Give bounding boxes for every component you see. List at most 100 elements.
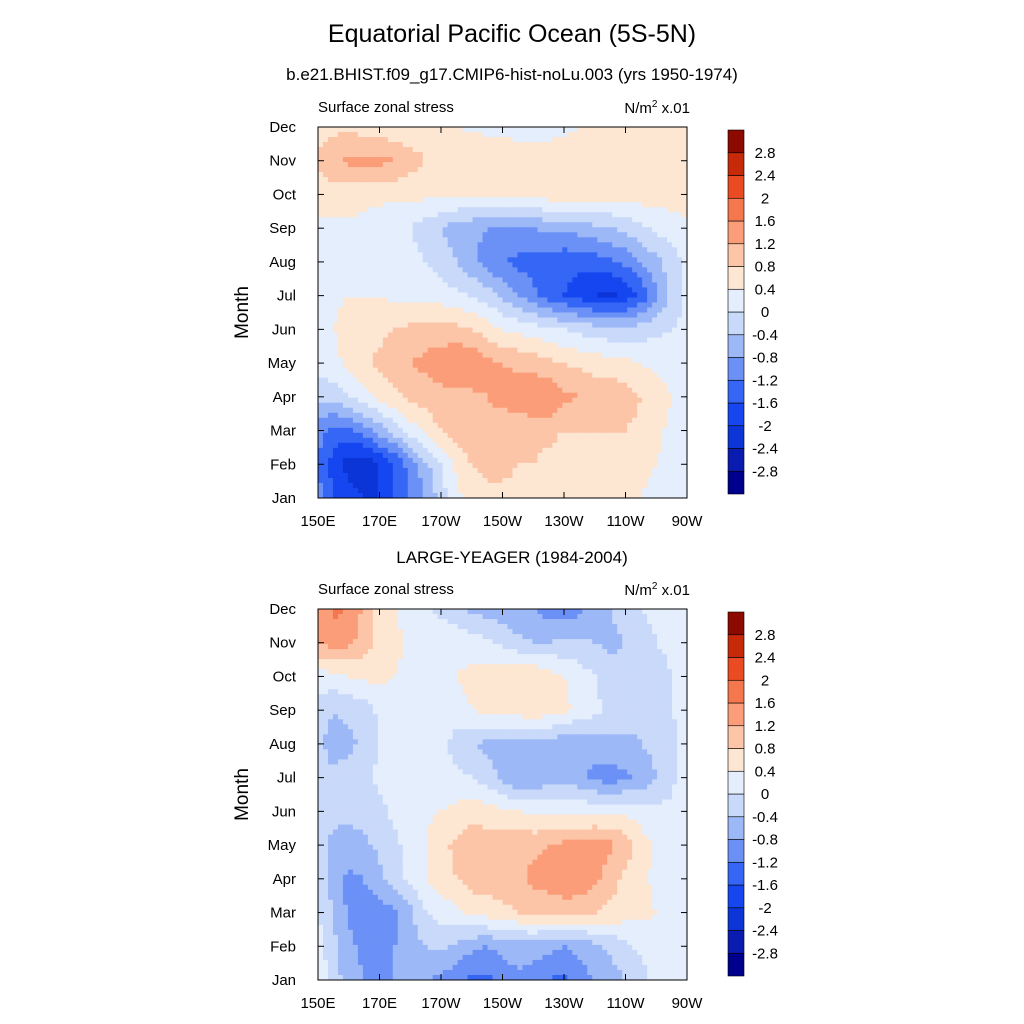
heatmap-cell [657,132,663,138]
heatmap-cell [357,167,364,173]
heatmap-cell [527,132,534,138]
heatmap-cell [547,447,553,454]
heatmap-cell [387,352,394,359]
heatmap-cell [552,307,558,314]
heatmap-cell [347,377,354,384]
heatmap-cell [447,182,454,188]
heatmap-cell [632,352,638,359]
heatmap-cell [512,257,519,263]
heatmap-cell [537,182,543,188]
heatmap-cell [387,307,394,314]
heatmap-cell [467,407,474,414]
heatmap-cell [432,282,439,289]
heatmap-cell [417,147,424,153]
heatmap-cell [427,407,434,414]
heatmap-cell [632,202,638,208]
heatmap-cell [607,437,613,444]
heatmap-cell [407,152,414,158]
heatmap-cell [567,417,573,424]
heatmap-cell [462,287,469,294]
heatmap-cell [462,357,469,364]
heatmap-cell [467,262,474,268]
heatmap-cell [672,232,678,238]
heatmap-cell [472,287,479,294]
heatmap-cell [387,382,394,389]
heatmap-cell [527,272,534,278]
heatmap-cell [487,142,494,148]
heatmap-cell [387,297,394,304]
heatmap-cell [622,237,628,243]
heatmap-cell [327,212,334,218]
heatmap-cell [347,192,354,198]
heatmap-cell [337,302,344,309]
heatmap-cell [587,292,593,299]
heatmap-cell [397,147,404,153]
heatmap-cell [662,447,668,454]
heatmap-cell [562,412,568,419]
heatmap-cell [487,372,494,379]
heatmap-cell [442,402,449,409]
heatmap-cell [362,172,369,178]
heatmap-cell [357,182,364,188]
heatmap-cell [372,422,379,429]
heatmap-cell [347,272,354,278]
heatmap-cell [387,157,394,163]
heatmap-cell [497,347,504,354]
heatmap-cell [577,247,583,253]
heatmap-cell [357,397,364,404]
heatmap-cell [467,247,474,253]
heatmap-cell [502,427,509,434]
heatmap-cell [672,362,678,369]
heatmap-cell [502,187,509,193]
heatmap-cell [552,272,558,278]
heatmap-cell [357,287,364,294]
heatmap-cell [532,377,539,384]
heatmap-cell [547,207,553,213]
heatmap-cell [457,402,464,409]
heatmap-cell [377,332,384,339]
heatmap-cell [652,157,658,163]
heatmap-cell [417,427,424,434]
heatmap-cell [542,412,548,419]
heatmap-cell [537,457,543,464]
heatmap-cell [417,422,424,429]
heatmap-cell [427,417,434,424]
heatmap-cell [607,257,613,263]
heatmap-cell [667,452,673,459]
heatmap-cell [552,442,558,449]
heatmap-cell [552,432,558,439]
heatmap-cell [532,252,539,258]
heatmap-cell [427,372,434,379]
heatmap-cell [612,352,618,359]
heatmap-cell [482,402,489,409]
heatmap-cell [617,237,623,243]
heatmap-cell [542,142,548,148]
heatmap-cell [407,382,414,389]
heatmap-cell [602,272,608,278]
heatmap-cell [537,417,543,424]
heatmap-cell [412,157,419,163]
heatmap-cell [652,217,658,223]
heatmap-cell [557,187,563,193]
heatmap-cell [577,432,583,439]
heatmap-cell [632,292,638,299]
heatmap-cell [497,252,504,258]
heatmap-cell [352,367,359,374]
heatmap-cell [667,332,673,339]
heatmap-cell [527,422,534,429]
heatmap-cell [487,287,494,294]
heatmap-cell [422,312,429,319]
heatmap-cell [572,167,578,173]
heatmap-cell [557,212,563,218]
heatmap-cell [457,272,464,278]
heatmap-cell [617,227,623,233]
heatmap-cell [372,222,379,228]
heatmap-cell [512,287,519,294]
heatmap-cell [592,147,598,153]
heatmap-cell [457,422,464,429]
heatmap-cell [517,447,524,454]
heatmap-cell [547,197,553,203]
heatmap-cell [572,142,578,148]
heatmap-cell [382,242,389,248]
heatmap-cell [652,407,658,414]
